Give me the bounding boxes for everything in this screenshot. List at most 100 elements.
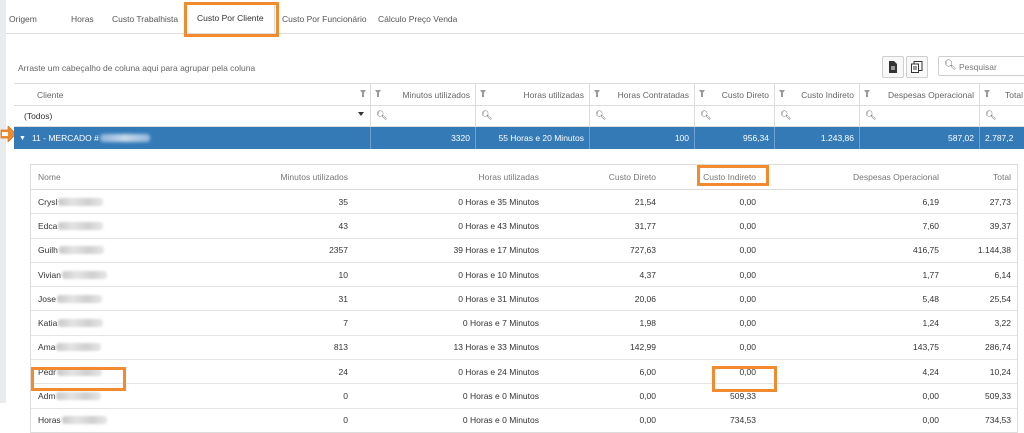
cliente-filter-select[interactable]: (Todos) — [14, 106, 371, 126]
detail-row[interactable]: Adm 0 0 Horas e 0 Minutos 0,00 509,33 0,00 509… — [31, 384, 1017, 409]
nome-text: Katia — [38, 318, 58, 329]
detail-cell-total: 286,74 — [985, 342, 1011, 353]
export-button[interactable] — [882, 56, 904, 78]
detail-cell-custo-indireto: 0,00 — [739, 366, 756, 377]
column-header-total[interactable]: Total — [980, 84, 1024, 105]
filter-cell-minutos[interactable]: 🔍︎ — [371, 106, 476, 126]
column-header-horas-contratadas[interactable]: Horas Contratadas — [590, 84, 695, 105]
detail-cell-custo-direto: 0,00 — [639, 415, 656, 426]
detail-cell-despesas: 1,24 — [922, 318, 939, 329]
detail-cell-horas: 13 Horas e 33 Minutos — [453, 342, 539, 353]
group-despesas-cell: 587,02 — [860, 127, 980, 149]
detail-row[interactable]: Ama 813 13 Horas e 33 Minutos 142,99 0,00 143… — [31, 336, 1017, 361]
filter-icon[interactable] — [360, 90, 366, 97]
filter-icon[interactable] — [375, 90, 381, 97]
tab-custo-trabalhista[interactable]: Custo Trabalhista — [112, 14, 179, 24]
detail-row[interactable]: Vivian 10 0 Horas e 10 Minutos 4,37 0,00 1,77… — [31, 263, 1017, 288]
detail-cell-despesas: 416,75 — [913, 245, 939, 256]
filter-cell-horas-contratadas[interactable]: 🔍︎ — [590, 106, 695, 126]
filter-icon[interactable] — [594, 90, 600, 97]
detail-grid: Nome Minutos utilizados Horas utilizadas… — [30, 164, 1018, 433]
column-header-minutos[interactable]: Minutos utilizados — [371, 84, 476, 105]
tab-calculo-preco-venda[interactable]: Cálculo Preço Venda — [378, 14, 458, 24]
detail-cell-custo-direto: 142,99 — [630, 342, 656, 353]
detail-cell-custo-direto: 31,77 — [634, 220, 656, 231]
redacted-text — [56, 392, 102, 401]
detail-cell-horas: 0 Horas e 0 Minutos — [462, 415, 539, 426]
detail-header-total[interactable]: Total — [993, 172, 1011, 182]
detail-rows: Crysl 35 0 Horas e 35 Minutos 21,54 0,00 6,19… — [31, 190, 1017, 432]
detail-cell-horas: 0 Horas e 24 Minutos — [458, 366, 539, 377]
column-header-cliente[interactable]: Cliente — [14, 84, 371, 105]
chevron-down-icon — [358, 112, 364, 116]
nome-text: Guilh — [38, 245, 58, 256]
detail-cell-nome: Pedr — [38, 360, 188, 383]
nome-text: Crysl — [38, 196, 58, 207]
group-custo-indireto-cell: 1.243,86 — [775, 127, 860, 149]
search-icon: 🔍︎ — [944, 60, 957, 71]
search-box[interactable]: 🔍︎ — [938, 56, 1024, 76]
filter-cell-custo-indireto[interactable]: 🔍︎ — [775, 106, 860, 126]
column-header-despesas[interactable]: Despesas Operacional — [860, 84, 980, 105]
detail-cell-despesas: 4,24 — [922, 366, 939, 377]
detail-row[interactable]: Edca 43 0 Horas e 43 Minutos 31,77 0,00 7,60 3… — [31, 214, 1017, 239]
tab-custo-por-funcionario[interactable]: Custo Por Funcionário — [282, 14, 367, 24]
column-header-custo-indireto[interactable]: Custo Indireto — [775, 84, 860, 105]
detail-cell-custo-indireto: 734,53 — [730, 415, 756, 426]
detail-cell-minutos: 813 — [333, 342, 348, 353]
tab-origem[interactable]: Origem — [9, 14, 37, 24]
detail-header-nome[interactable]: Nome — [38, 172, 61, 182]
group-cliente-cell: ▼ 11 - MERCADO # — [14, 127, 371, 149]
filter-cell-despesas[interactable]: 🔍︎ — [860, 106, 980, 126]
group-contratadas-cell: 100 — [590, 127, 695, 149]
selected-group-row[interactable]: ▼ 11 - MERCADO # 3320 55 Horas e 20 Minu… — [14, 127, 1024, 149]
detail-row[interactable]: Crysl 35 0 Horas e 35 Minutos 21,54 0,00 6,19… — [31, 190, 1017, 215]
detail-cell-nome: Jose — [38, 287, 188, 310]
group-horas-cell: 55 Horas e 20 Minutos — [476, 127, 590, 149]
detail-row[interactable]: Jose 31 0 Horas e 31 Minutos 20,06 0,00 5,48 2… — [31, 287, 1017, 312]
detail-cell-custo-direto: 4,37 — [639, 269, 656, 280]
detail-row[interactable]: Horas 0 0 Horas e 0 Minutos 0,00 734,53 0,00 7… — [31, 409, 1017, 432]
detail-cell-nome: Guilh — [38, 239, 188, 262]
detail-cell-nome: Horas — [38, 409, 188, 432]
filter-icon[interactable] — [699, 90, 705, 97]
detail-row[interactable]: Pedr 24 0 Horas e 24 Minutos 6,00 0,00 4,24 10… — [31, 360, 1017, 385]
filter-cell-custo-direto[interactable]: 🔍︎ — [695, 106, 775, 126]
detail-cell-custo-indireto: 0,00 — [739, 293, 756, 304]
detail-cell-despesas: 7,60 — [922, 220, 939, 231]
detail-header-custo-indireto[interactable]: Custo Indireto — [703, 172, 756, 182]
column-chooser-button[interactable] — [906, 56, 928, 78]
detail-grid-header: Nome Minutos utilizados Horas utilizadas… — [31, 165, 1017, 190]
filter-cell-total[interactable]: 🔍︎ — [980, 106, 1024, 126]
nome-text: Pedr — [38, 366, 56, 377]
detail-cell-minutos: 43 — [338, 220, 348, 231]
search-input[interactable] — [957, 59, 1024, 75]
detail-cell-total: 3,22 — [994, 318, 1011, 329]
column-header-horas[interactable]: Horas utilizadas — [476, 84, 590, 105]
collapse-caret-icon[interactable]: ▼ — [19, 134, 26, 142]
filter-icon[interactable] — [984, 90, 990, 97]
detail-cell-custo-direto: 1,98 — [639, 318, 656, 329]
detail-row[interactable]: Katia 7 0 Horas e 7 Minutos 1,98 0,00 1,24 3,2… — [31, 311, 1017, 336]
redacted-text — [58, 319, 104, 328]
detail-header-custo-direto[interactable]: Custo Direto — [608, 172, 656, 182]
detail-header-horas[interactable]: Horas utilizadas — [478, 172, 539, 182]
redacted-text — [56, 367, 102, 376]
detail-cell-custo-indireto: 0,00 — [739, 342, 756, 353]
tab-horas[interactable]: Horas — [71, 14, 94, 24]
search-icon: 🔍︎ — [780, 110, 792, 120]
redacted-text — [62, 270, 107, 279]
search-icon: 🔍︎ — [865, 110, 877, 120]
column-header-custo-direto[interactable]: Custo Direto — [695, 84, 775, 105]
detail-row[interactable]: Guilh 2357 39 Horas e 17 Minutos 727,63 0,00… — [31, 239, 1017, 263]
detail-cell-nome: Edca — [38, 214, 188, 237]
redacted-text — [58, 246, 104, 255]
filter-icon[interactable] — [779, 90, 785, 97]
detail-header-minutos[interactable]: Minutos utilizados — [280, 172, 348, 182]
detail-header-despesas[interactable]: Despesas Operacional — [853, 172, 939, 182]
left-gutter — [0, 0, 6, 403]
filter-icon[interactable] — [864, 90, 870, 97]
filter-cell-horas[interactable]: 🔍︎ — [476, 106, 590, 126]
tab-custo-por-cliente[interactable]: Custo Por Cliente — [186, 3, 275, 33]
filter-icon[interactable] — [480, 90, 486, 97]
